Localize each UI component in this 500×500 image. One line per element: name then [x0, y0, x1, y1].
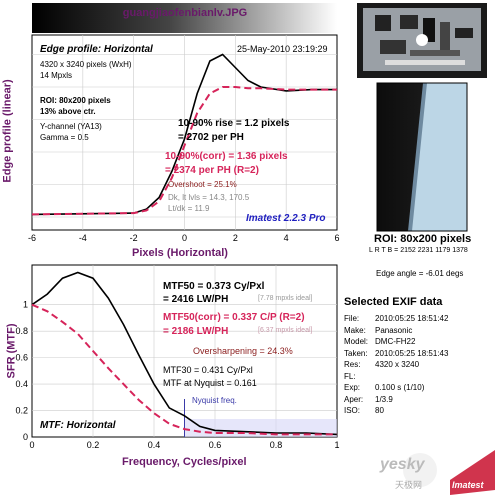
- edge-x-label: Pixels (Horizontal): [132, 247, 228, 259]
- mtf-y-tick-label: 0.2: [15, 406, 28, 416]
- mtf-x-tick-label: 0.2: [87, 440, 100, 450]
- exif-key: File:: [344, 314, 360, 323]
- mtf-y-tick-label: 0.8: [15, 326, 28, 336]
- roi-label: ROI: 80x200 pixels: [374, 233, 472, 245]
- edge-info-2: 14 Mpxls: [40, 71, 73, 80]
- exif-key: Aper:: [344, 394, 364, 404]
- edge-x-tick-label: -6: [28, 233, 36, 243]
- mtf-y-tick-label: 0.4: [15, 379, 28, 389]
- mtf-nyquist-value: MTF at Nyquist = 0.161: [163, 378, 257, 388]
- mtf50-lwph: = 2416 LW/PH: [163, 294, 229, 305]
- edge-roi-1: ROI: 80x200 pixels: [40, 96, 111, 105]
- mtf-mpxl-ideal-2: [6.37 mpxls ideal]: [258, 327, 313, 334]
- exif-value: 2010:05:25 18:51:42: [375, 314, 449, 323]
- mtf-corr-curve: [31, 303, 337, 436]
- exif-key: Res:: [344, 360, 361, 369]
- edge-x-tick-label: 4: [284, 233, 289, 243]
- exif-value: 2010:05:25 18:51:43: [375, 348, 449, 358]
- edge-x-tick-label: 6: [334, 233, 339, 243]
- mtf-y-tick-label: 1: [23, 300, 28, 310]
- yesky-watermark: [403, 450, 495, 495]
- mtf-x-tick-label: 0.8: [270, 440, 283, 450]
- mtf-oversharp: Oversharpening = 24.3%: [193, 346, 293, 356]
- watermark-cn: 天极网: [395, 480, 423, 490]
- file-title-bar: guangjiaofenbianlv.JPG: [32, 3, 337, 33]
- mtf-y-tick-label: 0: [23, 432, 28, 442]
- exif-key: Exp:: [344, 383, 361, 392]
- edge-x-tick-label: 2: [233, 233, 238, 243]
- mtf-plot: 0 0.2 0.4 0.6 0.8 1 0 0.2 0.4 0.6 0.8 1: [15, 264, 340, 450]
- edge-info-1: 4320 x 3240 pixels (WxH): [40, 60, 132, 69]
- edge-corr-1: 10-90%(corr) = 1.36 pixels: [165, 151, 288, 162]
- edge-x-tick-label: 0: [182, 233, 187, 243]
- edge-corr-curve: [31, 86, 337, 216]
- edge-angle: Edge angle = -6.01 degs: [376, 269, 464, 278]
- exif-key: Make:: [344, 325, 366, 335]
- exif-key: Model:: [344, 337, 369, 346]
- mtf-curves: [31, 271, 338, 436]
- exif-title: Selected EXIF data: [344, 296, 443, 308]
- exif-value: 80: [375, 406, 384, 415]
- exif-value: 1/3.9: [375, 394, 393, 404]
- edge-x-ticks: -6 -4 -2 0 2 4 6: [28, 233, 340, 243]
- imatest-logo: Imatest: [452, 480, 484, 490]
- exif-value: 4320 x 3240: [375, 360, 420, 369]
- roi-lrtb: L R T B = 2152 2231 1179 1378: [369, 247, 468, 254]
- nyquist-label: Nyquist freq.: [192, 396, 237, 405]
- exif-key: ISO:: [344, 406, 361, 415]
- edge-grid: [32, 35, 337, 230]
- mtf50-corr-lwph: = 2186 LW/PH: [163, 326, 229, 337]
- roi-crop-image: [376, 82, 468, 232]
- watermark-yesky: yesky: [380, 456, 425, 473]
- mtf-x-tick-label: 0: [29, 440, 34, 450]
- exif-key: FL:: [344, 371, 356, 381]
- exif-key: Taken:: [344, 348, 368, 358]
- edge-channel-2: Gamma = 0.5: [40, 133, 89, 142]
- mtf50: MTF50 = 0.373 Cy/Pxl: [163, 281, 265, 292]
- mtf-title: MTF: Horizontal: [40, 420, 116, 431]
- mtf50-corr: MTF50(corr) = 0.337 C/P (R=2): [163, 312, 305, 323]
- edge-overshoot: Overshoot = 25.1%: [168, 180, 237, 189]
- mtf-y-tick-label: 0.6: [15, 353, 28, 363]
- edge-channel-1: Y-channel (YA13): [40, 122, 102, 131]
- edge-chart-date: 25-May-2010 23:19:29: [237, 44, 328, 54]
- mtf-x-label: Frequency, Cycles/pixel: [122, 456, 247, 468]
- mtf-x-tick-label: 0.4: [148, 440, 161, 450]
- edge-chart-title: Edge profile: Horizontal: [40, 44, 153, 55]
- edge-y-label: Edge profile (linear): [1, 79, 14, 183]
- edge-x-tick-label: -4: [79, 233, 87, 243]
- mtf-curve: [31, 271, 338, 436]
- edge-dk: Dk, lt lvls = 14.3, 170.5: [168, 193, 250, 202]
- edge-x-tick-label: -2: [130, 233, 138, 243]
- edge-roi-2: 13% above ctr.: [40, 107, 96, 116]
- imatest-brand: Imatest 2.2.3 Pro: [246, 213, 326, 224]
- edge-ltdk: Lt/dk = 11.9: [168, 204, 210, 213]
- file-title: guangjiaofenbianlv.JPG: [123, 7, 247, 19]
- mtf-ticks: 0 0.2 0.4 0.6 0.8 1 0 0.2 0.4 0.6 0.8 1: [15, 300, 339, 450]
- mtf-x-tick-label: 1: [334, 440, 339, 450]
- edge-rise-2: = 2702 per PH: [178, 132, 244, 143]
- edge-profile-plot: -6 -4 -2 0 2 4 6: [28, 34, 340, 243]
- exif-value: 0.100 s (1/10): [375, 383, 425, 392]
- chart-thumbnail: [357, 3, 487, 78]
- edge-corr-2: = 2374 per PH (R=2): [165, 165, 259, 176]
- edge-curves: [31, 53, 337, 216]
- mtf-mpxl-ideal: [7.78 mpxls ideal]: [258, 295, 313, 302]
- mtf-x-tick-label: 0.6: [209, 440, 222, 450]
- mtf30: MTF30 = 0.431 Cy/Pxl: [163, 365, 253, 375]
- exif-value: DMC-FH22: [375, 337, 416, 346]
- mtf-y-label: SFR (MTF): [5, 323, 18, 379]
- exif-value: Panasonic: [375, 325, 413, 335]
- edge-rise-1: 10-90% rise = 1.2 pixels: [178, 118, 290, 129]
